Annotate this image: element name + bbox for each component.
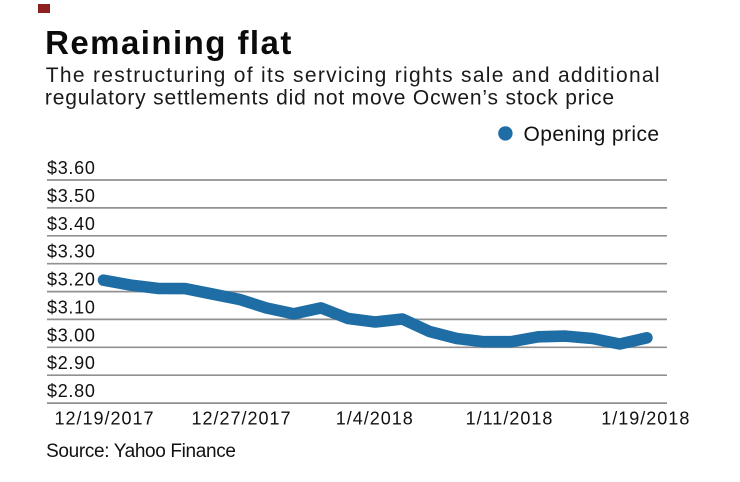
svg-text:1/4/2018: 1/4/2018 xyxy=(336,409,414,429)
svg-text:$3.00: $3.00 xyxy=(47,325,96,345)
svg-text:$3.60: $3.60 xyxy=(47,158,96,178)
svg-text:Remaining flat: Remaining flat xyxy=(45,24,293,61)
svg-text:Source: Yahoo Finance: Source: Yahoo Finance xyxy=(46,441,235,462)
svg-text:1/11/2018: 1/11/2018 xyxy=(466,409,554,429)
svg-text:regulatory settlements did not: regulatory settlements did not move Ocwe… xyxy=(45,87,615,110)
svg-text:$3.30: $3.30 xyxy=(47,242,96,262)
svg-text:$2.80: $2.80 xyxy=(47,381,96,401)
svg-text:Opening price: Opening price xyxy=(524,123,660,146)
svg-text:12/27/2017: 12/27/2017 xyxy=(191,409,291,429)
svg-text:12/19/2017: 12/19/2017 xyxy=(54,409,154,429)
svg-text:$3.40: $3.40 xyxy=(47,214,96,234)
svg-text:$2.90: $2.90 xyxy=(47,353,96,373)
svg-text:$3.20: $3.20 xyxy=(47,270,96,290)
svg-text:The restructuring of its servi: The restructuring of its servicing right… xyxy=(46,64,661,87)
svg-text:$3.10: $3.10 xyxy=(47,297,96,317)
svg-text:$3.50: $3.50 xyxy=(47,186,96,206)
svg-text:1/19/2018: 1/19/2018 xyxy=(601,409,690,429)
